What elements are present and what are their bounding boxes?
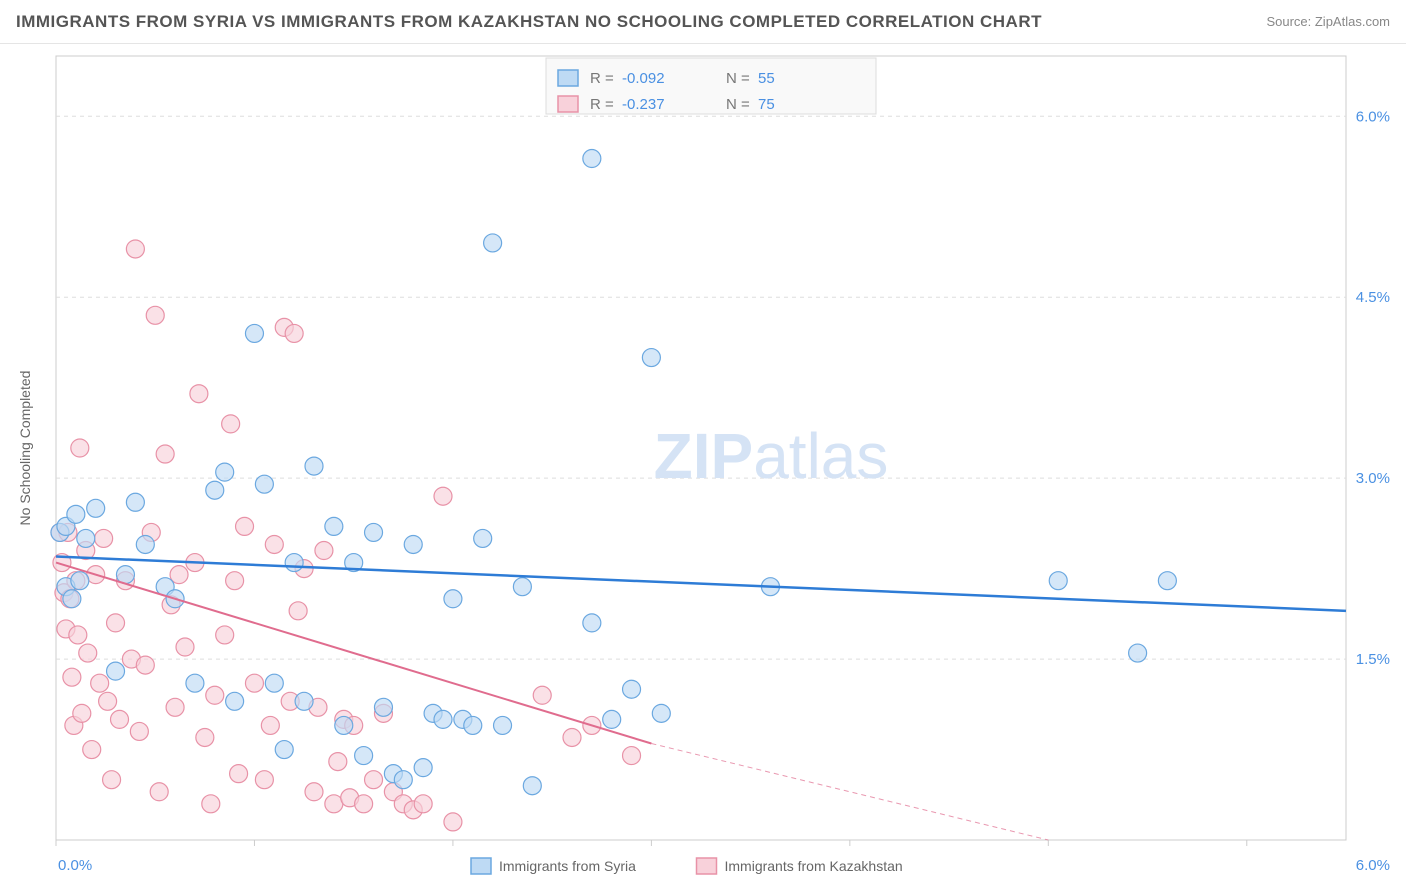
scatter-chart: 1.5% 3.0% 4.5% 6.0% ZIPatlas No Schooling Com…	[0, 44, 1406, 892]
svg-text:75: 75	[758, 96, 775, 113]
svg-text:6.0%: 6.0%	[1356, 857, 1390, 874]
chart-area: 1.5% 3.0% 4.5% 6.0% ZIPatlas No Schooling Com…	[0, 44, 1406, 892]
svg-text:R =: R =	[590, 70, 614, 87]
chart-source: Source: ZipAtlas.com	[1266, 14, 1390, 29]
svg-text:6.0%: 6.0%	[1356, 108, 1390, 125]
svg-text:3.0%: 3.0%	[1356, 470, 1390, 487]
svg-text:N =: N =	[726, 70, 750, 87]
svg-text:1.5%: 1.5%	[1356, 651, 1390, 668]
svg-text:R =: R =	[590, 96, 614, 113]
svg-text:ZIPatlas: ZIPatlas	[654, 420, 889, 492]
svg-text:4.5%: 4.5%	[1356, 289, 1390, 306]
svg-text:Immigrants from Kazakhstan: Immigrants from Kazakhstan	[725, 858, 903, 874]
svg-text:55: 55	[758, 70, 775, 87]
svg-text:N =: N =	[726, 96, 750, 113]
svg-text:No Schooling Completed: No Schooling Completed	[17, 371, 33, 526]
svg-text:0.0%: 0.0%	[58, 857, 92, 874]
svg-text:-0.092: -0.092	[622, 70, 665, 87]
svg-text:Immigrants from Syria: Immigrants from Syria	[499, 858, 636, 874]
chart-header: IMMIGRANTS FROM SYRIA VS IMMIGRANTS FROM…	[0, 0, 1406, 44]
svg-text:-0.237: -0.237	[622, 96, 665, 113]
chart-title: IMMIGRANTS FROM SYRIA VS IMMIGRANTS FROM…	[16, 12, 1042, 32]
